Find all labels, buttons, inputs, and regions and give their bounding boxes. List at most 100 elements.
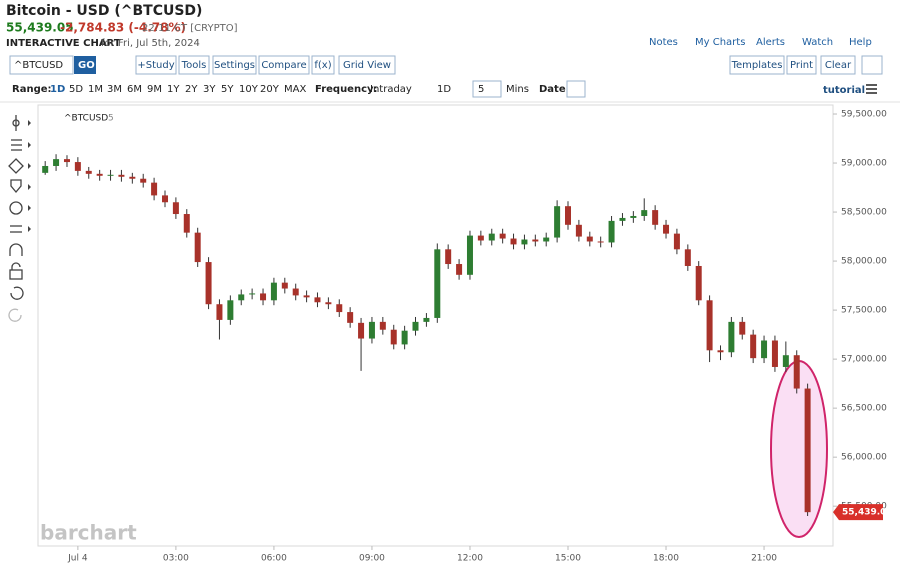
tool-column	[8, 115, 24, 322]
candle-body	[717, 350, 724, 353]
symbol-input[interactable]	[9, 55, 74, 75]
candle-body	[216, 304, 223, 320]
frequency-label: Frequency:	[315, 84, 378, 95]
candle-body	[456, 264, 463, 275]
candle-body	[74, 162, 81, 171]
candle-body	[728, 321, 735, 353]
range-option[interactable]: 5D	[69, 84, 83, 95]
toolbar-button[interactable]	[178, 55, 210, 75]
range-option[interactable]: 20Y	[260, 84, 280, 95]
toolbar-button[interactable]	[338, 55, 396, 75]
go-label: GO	[78, 60, 95, 71]
candle-body	[42, 165, 49, 173]
candle-body	[684, 249, 691, 266]
x-tick-label: 18:00	[653, 554, 679, 564]
expand-button[interactable]	[861, 55, 883, 75]
tool-icon[interactable]	[8, 158, 24, 174]
candle-body	[488, 233, 495, 241]
y-tick-label: 56,000.00	[841, 453, 887, 463]
toolbar-button[interactable]	[729, 55, 785, 75]
period-input[interactable]	[472, 80, 502, 98]
candle-body	[270, 282, 277, 301]
candle-body	[706, 300, 713, 351]
range-option[interactable]: 3Y	[203, 84, 216, 95]
subtitle: INTERACTIVE CHART	[6, 38, 121, 49]
candle-body	[750, 334, 757, 359]
candle-body	[499, 233, 506, 239]
candle-body	[761, 340, 768, 359]
candle-body	[608, 220, 615, 243]
candle-body	[695, 265, 702, 301]
tool-icon[interactable]	[10, 286, 24, 300]
candle-body	[565, 206, 571, 225]
candle-body	[347, 312, 354, 323]
toolbar-button[interactable]	[311, 55, 335, 75]
header-link[interactable]: Alerts	[756, 37, 785, 48]
candle-body	[172, 202, 179, 215]
candle-body	[445, 249, 452, 265]
candle-body	[183, 214, 190, 233]
candle-body	[804, 388, 811, 513]
button-label: Settings	[214, 60, 255, 71]
period-value: 5	[478, 84, 484, 95]
interval-select[interactable]: 1D	[437, 84, 451, 95]
candle-body	[140, 178, 147, 183]
range-option[interactable]: MAX	[284, 84, 306, 95]
x-tick-label: 12:00	[457, 554, 483, 564]
candle-body	[260, 293, 267, 301]
range-option[interactable]: 6M	[127, 84, 142, 95]
candle-body	[358, 322, 365, 339]
button-label: Grid View	[343, 60, 391, 71]
header-link[interactable]: Notes	[649, 37, 678, 48]
tool-icon[interactable]	[9, 243, 23, 256]
candle-body	[586, 236, 593, 242]
range-option[interactable]: 1Y	[167, 84, 180, 95]
candle-body	[368, 321, 375, 339]
date-label: Date:	[539, 84, 570, 95]
x-tick-label: Jul 4	[67, 554, 88, 564]
range-option[interactable]: 10Y	[239, 84, 259, 95]
candle-body	[162, 195, 169, 203]
frequency-select[interactable]: Intraday	[370, 84, 412, 95]
candle-body	[543, 237, 550, 242]
date-picker[interactable]	[566, 80, 586, 98]
tool-icon[interactable]	[9, 269, 23, 280]
chart-date: for Fri, Jul 5th, 2024	[101, 38, 200, 49]
range-option[interactable]: 5Y	[221, 84, 234, 95]
candle-body	[390, 329, 397, 345]
candle-body	[652, 210, 659, 225]
candle-body	[510, 238, 517, 245]
toolbar-button[interactable]	[212, 55, 257, 75]
last-price-label: 55,439.05	[842, 508, 893, 518]
candle-body	[575, 224, 582, 237]
range-option[interactable]: 9M	[147, 84, 162, 95]
toolbar-button[interactable]	[135, 55, 177, 75]
candle-body	[597, 241, 604, 243]
x-tick-label: 03:00	[163, 554, 189, 564]
range-option[interactable]: 1M	[88, 84, 103, 95]
candle-body	[336, 304, 343, 313]
candle-body	[281, 282, 288, 289]
tool-icon[interactable]	[8, 308, 22, 322]
y-tick-label: 58,500.00	[841, 208, 887, 218]
range-option[interactable]: 2Y	[185, 84, 198, 95]
header-link[interactable]: Help	[849, 37, 872, 48]
toolbar-button[interactable]	[820, 55, 856, 75]
header-link[interactable]: Watch	[802, 37, 833, 48]
x-tick-label: 09:00	[359, 554, 385, 564]
tool-icon[interactable]	[10, 179, 22, 194]
last-price-tag	[833, 504, 883, 521]
tutorial-link[interactable]: tutorial	[823, 85, 865, 96]
range-option[interactable]: 1D	[50, 84, 65, 95]
go-button[interactable]	[74, 56, 96, 74]
tool-icon[interactable]	[9, 201, 23, 215]
header-link[interactable]: My Charts	[695, 37, 745, 48]
candle-body	[194, 232, 201, 263]
candle-body	[466, 235, 473, 275]
range-option[interactable]: 3M	[107, 84, 122, 95]
candle-body	[238, 294, 245, 301]
toolbar-button[interactable]	[258, 55, 310, 75]
toolbar-button[interactable]	[786, 55, 817, 75]
